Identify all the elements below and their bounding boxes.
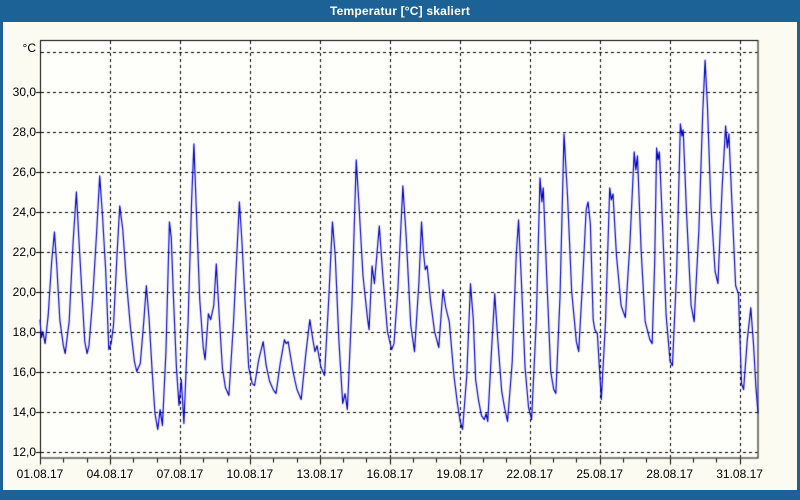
y-tick-label: 30,0	[12, 84, 36, 99]
x-tick-label: 22.08.17	[506, 467, 554, 481]
y-tick-label: 22,0	[12, 244, 36, 259]
y-tick-label: 20,0	[12, 284, 36, 299]
y-axis-unit-label: °C	[22, 41, 36, 55]
y-tick-label: 14,0	[12, 404, 36, 419]
y-tick-label: 16,0	[12, 364, 36, 379]
x-tick-label: 25.08.17	[576, 467, 624, 481]
x-tick-label: 31.08.17	[716, 467, 763, 481]
x-tick-label: 19.08.17	[436, 467, 484, 481]
x-tick-label: 01.08.17	[16, 467, 64, 481]
y-tick-label: 28,0	[12, 124, 36, 139]
y-tick-label: 18,0	[12, 324, 36, 339]
x-tick-label: 07.08.17	[156, 467, 204, 481]
y-tick-label: 26,0	[12, 164, 36, 179]
y-tick-label: 24,0	[12, 204, 36, 219]
x-tick-label: 16.08.17	[366, 467, 414, 481]
y-tick-label: 12,0	[12, 444, 36, 459]
x-tick-label: 10.08.17	[226, 467, 274, 481]
x-tick-label: 04.08.17	[86, 467, 134, 481]
x-tick-label: 28.08.17	[646, 467, 693, 481]
x-tick-label: 13.08.17	[296, 467, 344, 481]
